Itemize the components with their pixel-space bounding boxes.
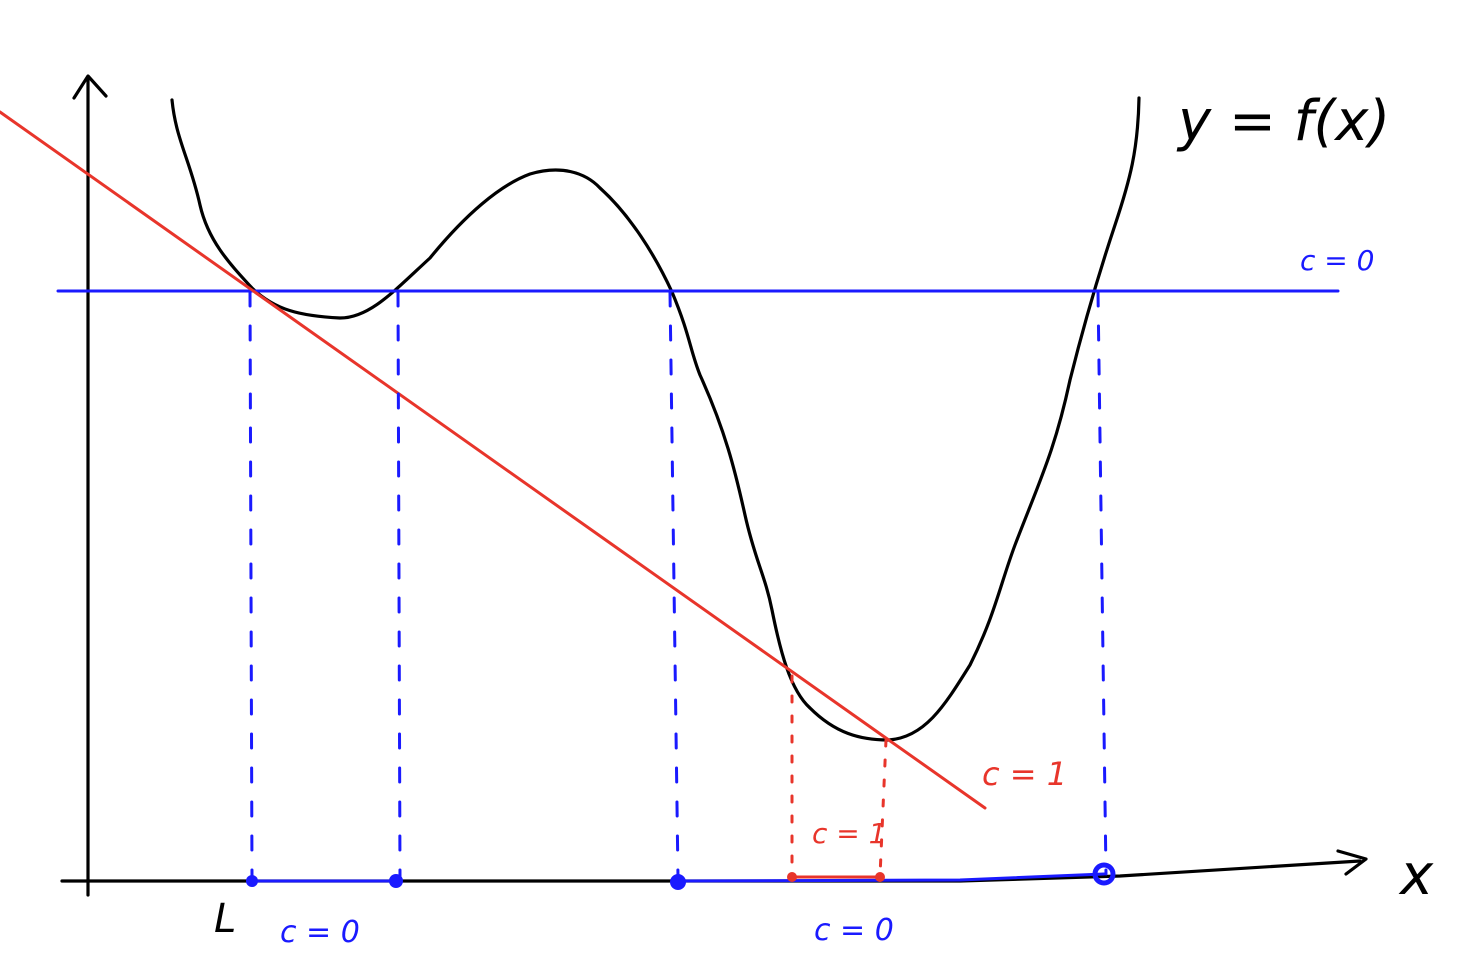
- red-point: [787, 872, 797, 882]
- axes: [60, 74, 1368, 897]
- blue-dashed-vertical: [668, 290, 680, 880]
- red-interval-label: c = 1: [812, 817, 886, 850]
- blue-line-label: c = 0: [1300, 244, 1374, 277]
- right-interval-label: c = 0: [814, 913, 894, 948]
- blue-dashed-projections: [248, 290, 1108, 880]
- point-l-label: L: [214, 896, 236, 942]
- red-dashed-vertical: [878, 738, 888, 878]
- blue-point: [246, 875, 258, 887]
- blue-dashed-vertical: [248, 290, 254, 880]
- x-axis-arrowhead-icon: [1336, 849, 1368, 876]
- red-point: [875, 872, 885, 882]
- y-axis-arrowhead-icon: [72, 74, 108, 100]
- blue-interval-right: [676, 872, 1106, 883]
- red-dashed-projections: [790, 674, 888, 878]
- points: [246, 862, 1116, 890]
- red-line-label: c = 1: [982, 755, 1067, 793]
- blue-point: [670, 874, 686, 890]
- blue-point: [1092, 862, 1116, 886]
- x-axis-label: x: [1398, 843, 1434, 908]
- red-line: [0, 110, 987, 810]
- axis-intervals: [250, 872, 1106, 883]
- blue-dashed-vertical: [1096, 290, 1108, 876]
- blue-point: [389, 874, 403, 888]
- function-label: y = f(x): [1176, 89, 1390, 154]
- blue-dashed-vertical: [396, 290, 402, 880]
- function-curve: [170, 96, 1141, 742]
- left-interval-label: c = 0: [280, 915, 360, 950]
